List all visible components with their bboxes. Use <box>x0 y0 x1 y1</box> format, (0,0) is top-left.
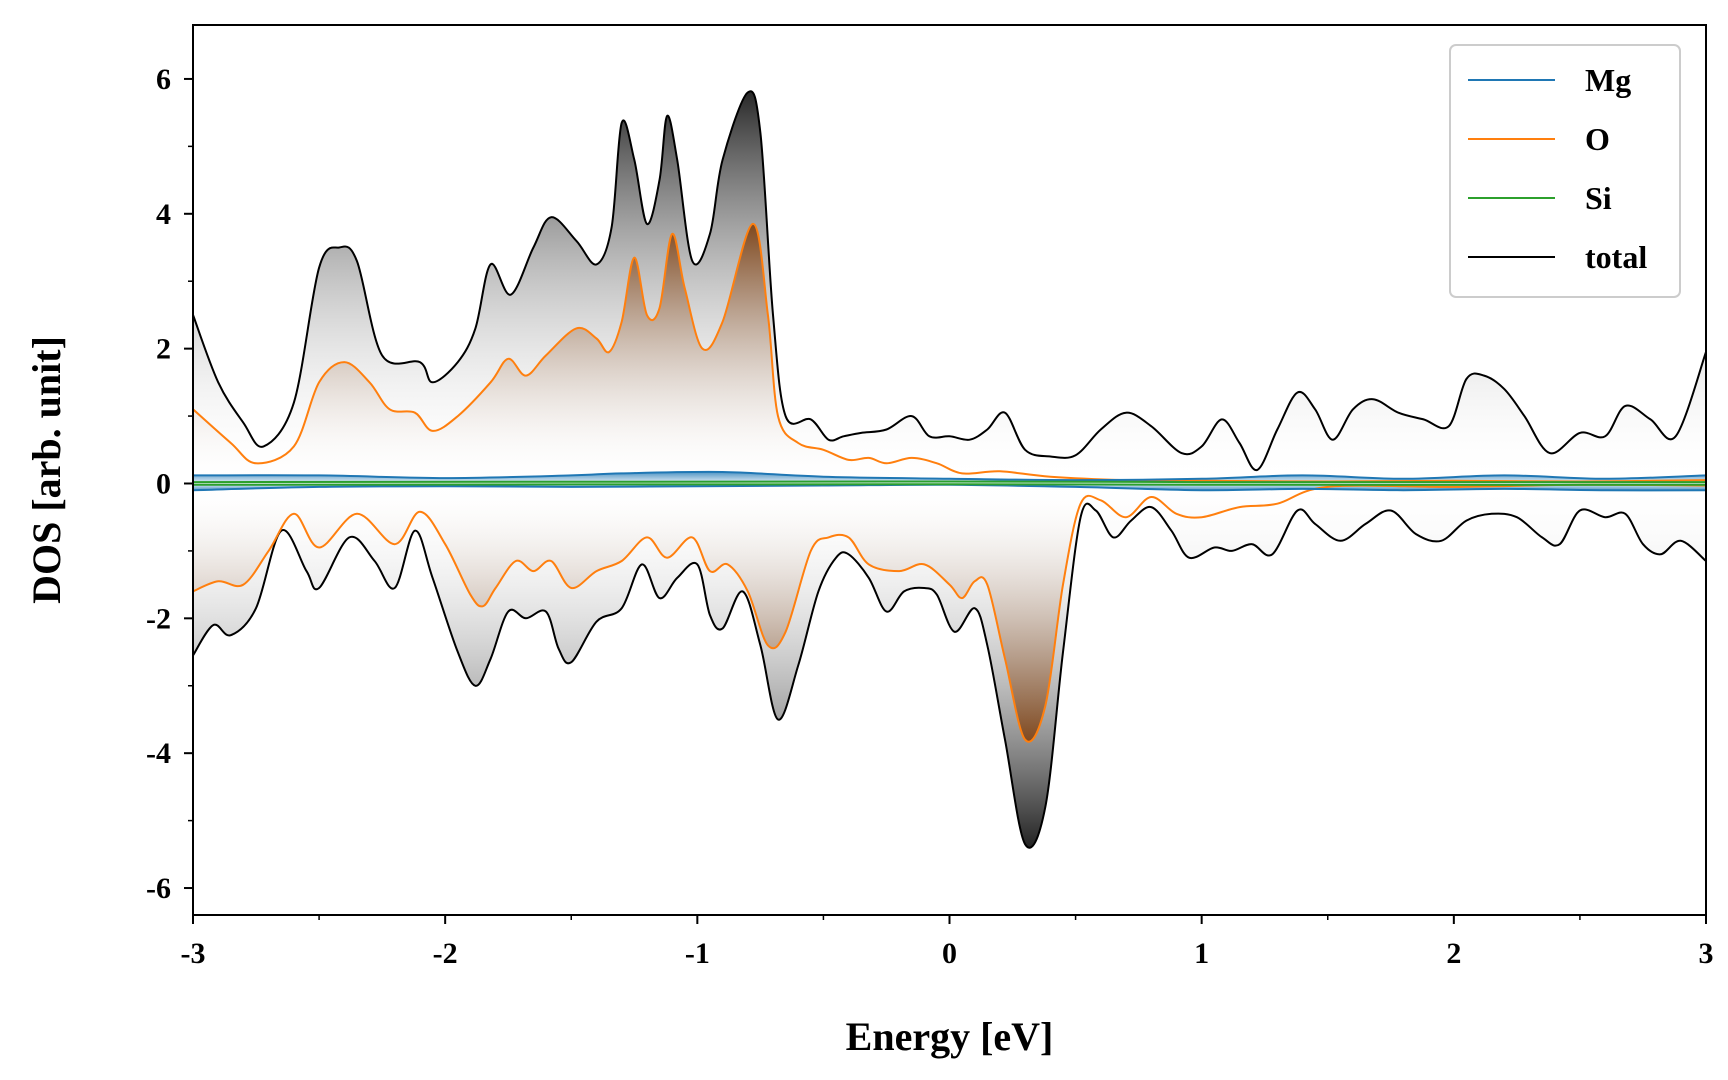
y-tick-label: 4 <box>156 198 171 231</box>
y-tick-label: 6 <box>156 63 171 96</box>
x-tick-label: 2 <box>1446 937 1461 970</box>
y-tick-label: 2 <box>156 333 171 366</box>
legend-label-mg: Mg <box>1585 62 1631 98</box>
y-tick-label: 0 <box>156 467 171 500</box>
y-tick-label: -4 <box>146 737 171 770</box>
legend-label-si: Si <box>1585 180 1612 216</box>
fill-o-down <box>193 483 1706 742</box>
x-tick-label: 0 <box>942 937 957 970</box>
legend: Mg O Si total <box>1449 44 1681 298</box>
y-tick-label: -6 <box>146 872 171 905</box>
legend-label-total: total <box>1585 239 1647 275</box>
legend-box <box>1449 44 1681 298</box>
legend-label-o: O <box>1585 121 1610 157</box>
y-axis-label: DOS [arb. unit] <box>24 336 69 604</box>
axes: -3 -2 -1 0 1 2 3 -6 -4 -2 0 2 4 6 <box>146 63 1714 970</box>
fill-o-up <box>193 223 1706 484</box>
line-si-down <box>193 483 1706 486</box>
y-tick-label: -2 <box>146 602 171 635</box>
line-mg-up <box>193 470 1706 482</box>
line-total-down <box>193 502 1706 849</box>
line-o-down <box>193 483 1706 743</box>
x-tick-label: 3 <box>1699 937 1714 970</box>
series-lines <box>193 90 1706 849</box>
line-o-up <box>193 222 1706 483</box>
x-tick-label: -2 <box>433 937 458 970</box>
line-total-up <box>193 90 1706 472</box>
x-tick-label: -3 <box>181 937 206 970</box>
x-tick-label: 1 <box>1194 937 1209 970</box>
x-axis-label: Energy [eV] <box>846 1014 1054 1059</box>
x-tick-label: -1 <box>685 937 710 970</box>
line-si-up <box>193 480 1706 484</box>
